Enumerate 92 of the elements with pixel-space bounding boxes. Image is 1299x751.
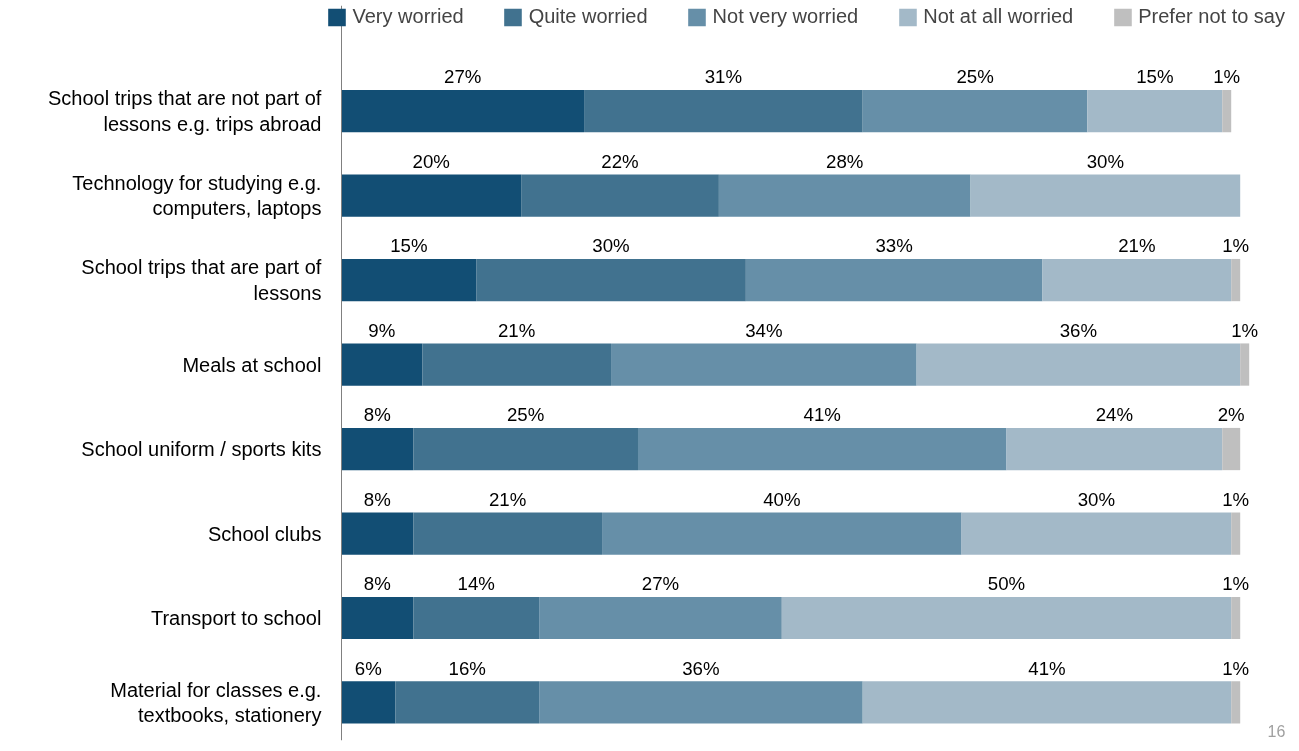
y-tick-label: Material for classes e.g. textbooks, stationery: [110, 678, 322, 727]
bar: [413, 596, 540, 640]
bar: [1231, 681, 1241, 724]
bar: [745, 258, 1043, 302]
data-label: 1%: [1222, 488, 1250, 510]
bar: [476, 258, 746, 302]
bar: [1006, 427, 1223, 471]
bar: [341, 596, 414, 640]
data-label: 30%: [592, 235, 630, 257]
legend-label: Very worried: [352, 5, 464, 28]
bar: [1231, 596, 1241, 640]
bar: [341, 174, 522, 217]
legend-label: Not at all worried: [923, 5, 1074, 28]
y-tick-label: School clubs: [208, 522, 322, 545]
bar: [341, 681, 396, 724]
data-label: 24%: [1095, 404, 1134, 426]
data-label: 15%: [390, 235, 428, 257]
data-label: 21%: [497, 319, 536, 341]
data-label: 15%: [1136, 66, 1174, 88]
data-label: 41%: [1028, 657, 1066, 679]
bar: [916, 343, 1241, 386]
bar: [637, 427, 1007, 471]
data-label: 34%: [745, 319, 783, 341]
bar: [422, 343, 612, 386]
data-label: 27%: [641, 573, 680, 595]
bar: [1087, 89, 1223, 133]
bar: [341, 258, 477, 302]
data-label: 30%: [1086, 150, 1125, 172]
data-label: 27%: [444, 66, 482, 88]
bar: [718, 174, 971, 217]
bar: [602, 512, 962, 555]
y-tick-label: Technology for studying e.g. computers, laptops: [72, 171, 322, 220]
y-tick-label: Transport to school: [150, 607, 322, 629]
text: 16: [1267, 722, 1286, 740]
data-label: 1%: [1222, 657, 1250, 679]
y-tick-label: School trips that are part of lessons: [81, 256, 322, 304]
data-label: 50%: [987, 573, 1026, 595]
bar: [611, 343, 917, 386]
bar: [1222, 427, 1241, 471]
bar: [584, 89, 863, 133]
y-tick-label: School uniform / sports kits: [81, 438, 322, 461]
data-label: 9%: [368, 319, 396, 341]
data-label: 36%: [1059, 319, 1098, 341]
data-label: 31%: [704, 66, 743, 88]
data-label: 36%: [682, 657, 720, 679]
bar: [1231, 258, 1241, 302]
data-label: 1%: [1222, 573, 1250, 595]
bar: [413, 427, 638, 471]
data-label: 20%: [412, 150, 450, 172]
data-label: 30%: [1077, 488, 1116, 510]
data-label: 8%: [363, 404, 391, 426]
data-label: 28%: [826, 150, 864, 172]
data-label: 21%: [489, 488, 527, 510]
data-label: 1%: [1222, 235, 1250, 257]
legend-label: Prefer not to say: [1138, 5, 1285, 28]
data-label: 8%: [363, 573, 391, 595]
bar: [341, 343, 423, 386]
bar: [1222, 89, 1232, 133]
bar: [862, 681, 1232, 724]
data-label: 40%: [763, 488, 801, 510]
bar: [961, 512, 1232, 555]
y-tick-label: School trips that are not part of lessons e.g. trips abroad: [47, 87, 322, 135]
data-label: 1%: [1231, 319, 1259, 341]
bar: [413, 512, 603, 555]
bar: [781, 596, 1232, 640]
data-label: 16%: [448, 657, 486, 679]
bar: [862, 89, 1088, 133]
legend-label: Quite worried: [528, 5, 648, 28]
bar: [521, 174, 719, 217]
data-label: 21%: [1118, 235, 1156, 257]
bar: [395, 681, 540, 724]
data-label: 41%: [803, 404, 841, 426]
data-label: 14%: [457, 573, 495, 595]
data-label: 2%: [1217, 404, 1245, 426]
bar: [1231, 512, 1241, 555]
bar: [1240, 343, 1250, 386]
bar: [341, 427, 414, 471]
data-label: 22%: [601, 150, 639, 172]
data-label: 33%: [875, 235, 913, 257]
bar: [539, 681, 863, 724]
bar: [341, 89, 585, 133]
data-label: 6%: [354, 657, 382, 679]
data-label: 25%: [956, 66, 994, 88]
bar: [1042, 258, 1232, 302]
data-label: 1%: [1213, 66, 1241, 88]
legend-label: Not very worried: [712, 5, 859, 28]
data-label: 25%: [506, 404, 545, 426]
bar: [539, 596, 782, 640]
bar: [970, 174, 1241, 217]
data-label: 8%: [363, 488, 391, 510]
y-tick-label: Meals at school: [182, 353, 322, 376]
bar: [341, 512, 414, 555]
